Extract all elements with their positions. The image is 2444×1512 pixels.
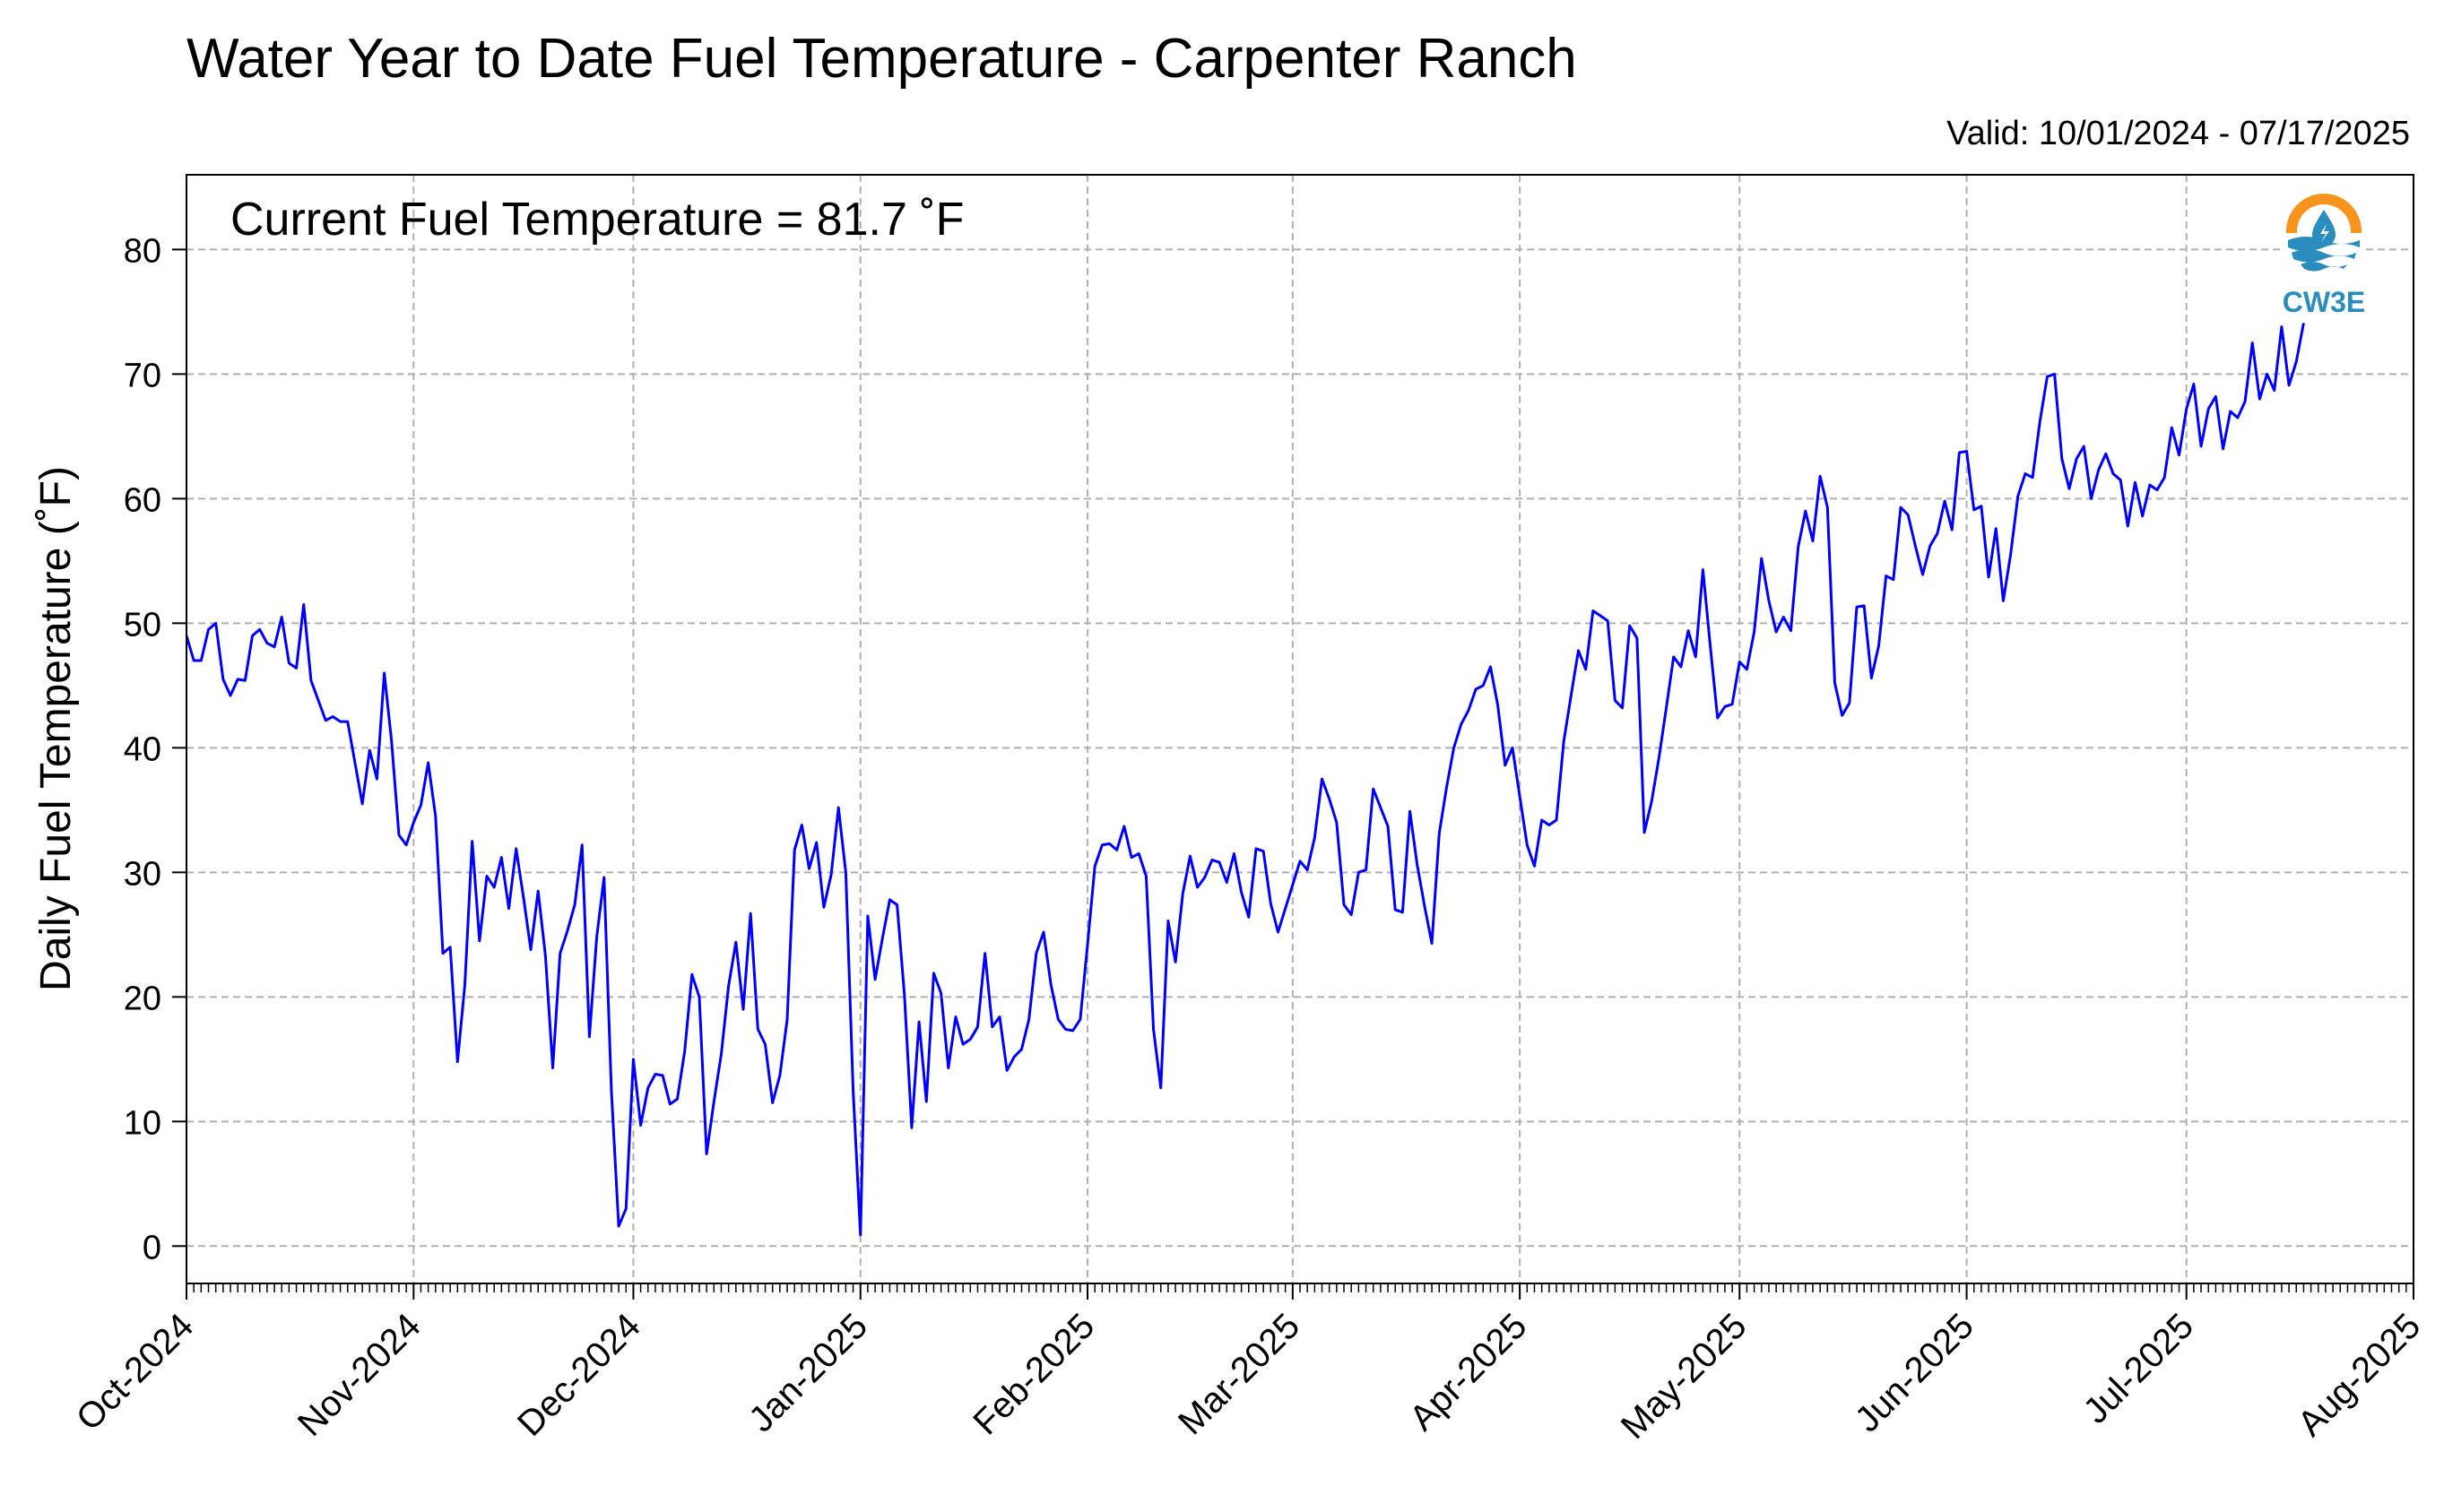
current-temperature-annotation: Current Fuel Temperature = 81.7 ˚F: [230, 194, 964, 246]
y-axis-label: Daily Fuel Temperature (˚F): [32, 466, 80, 991]
y-tick-label: 40: [124, 730, 161, 768]
grid-lines: [186, 175, 2414, 1283]
cw3e-logo: CW3E: [2283, 194, 2365, 318]
y-tick-label: 20: [124, 980, 161, 1017]
plot-frame: [186, 174, 2414, 1284]
x-tick-label: Jun-2025: [1848, 1306, 1981, 1439]
fuel-temperature-line: [185, 323, 2305, 1237]
x-tick-label: Jul-2025: [2076, 1306, 2201, 1431]
x-tick-label: Oct-2024: [69, 1306, 201, 1438]
y-tick-label: 80: [124, 232, 161, 270]
y-tick-label: 70: [124, 357, 161, 394]
x-tick-label: Aug-2025: [2291, 1306, 2429, 1444]
cw3e-logo-text: CW3E: [2283, 286, 2365, 318]
y-tick-label: 10: [124, 1104, 161, 1142]
y-tick-label: 0: [143, 1229, 161, 1266]
x-tick-label: Jan-2025: [741, 1306, 875, 1439]
water-drop-logo-icon: [2284, 194, 2363, 272]
x-tick-label: May-2025: [1614, 1306, 1755, 1447]
valid-range-label: Valid: 10/01/2024 - 07/17/2025: [1946, 115, 2410, 152]
data-series: [185, 323, 2305, 1237]
x-tick-label: Feb-2025: [966, 1306, 1102, 1442]
y-tick-label: 30: [124, 855, 161, 893]
x-tick-label: Nov-2024: [290, 1306, 429, 1444]
chart-title: Water Year to Date Fuel Temperature - Ca…: [186, 28, 1577, 90]
x-tick-label: Mar-2025: [1171, 1306, 1307, 1442]
axes: 0 10 20 30 40 50 60 70 80 Oct-2024 Nov-2024 Dec-202…: [69, 232, 2428, 1447]
x-tick-label: Dec-2024: [510, 1306, 648, 1444]
x-tick-label: Apr-2025: [1402, 1306, 1534, 1438]
y-tick-label: 60: [124, 481, 161, 519]
y-tick-label: 50: [124, 606, 161, 644]
